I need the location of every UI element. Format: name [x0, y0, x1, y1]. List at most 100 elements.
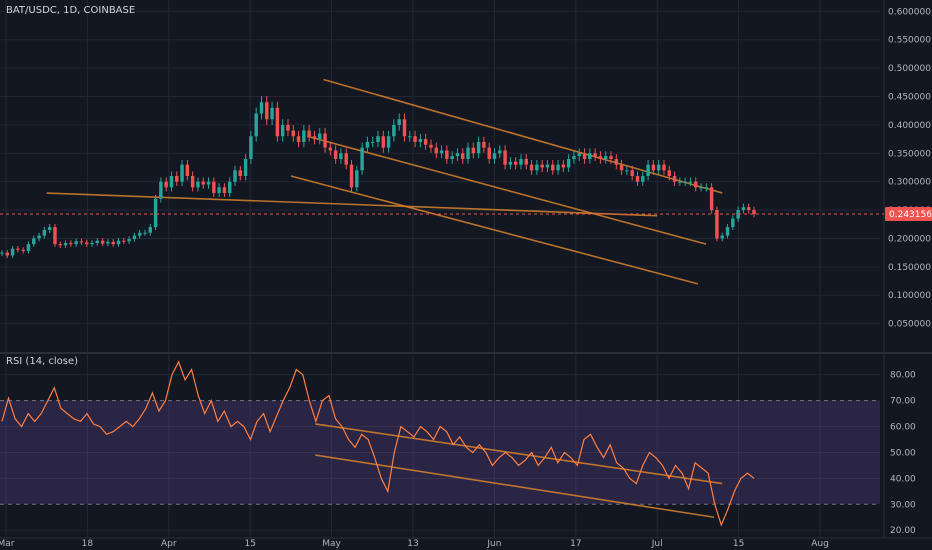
candle — [588, 148, 592, 164]
candle-body — [556, 164, 560, 171]
candle-body — [577, 153, 581, 157]
candle — [619, 159, 624, 175]
candle-body — [731, 218, 735, 228]
candle — [291, 125, 295, 142]
candle — [466, 142, 470, 164]
candle-body — [307, 130, 311, 137]
price-trendline-3[interactable] — [290, 175, 699, 285]
candle — [116, 237, 121, 247]
candle — [85, 239, 89, 247]
candle-body — [291, 130, 295, 137]
candle — [423, 133, 428, 150]
price-trendline-2[interactable] — [306, 135, 707, 245]
rsi-label: RSI (14, close) — [6, 356, 78, 367]
rsi-tick-label: 30.00 — [890, 500, 916, 510]
candle-body — [26, 244, 31, 251]
candle-body — [413, 136, 417, 142]
candle — [286, 119, 290, 137]
candle-body — [201, 181, 205, 185]
candle-body — [196, 181, 200, 188]
candle-body — [360, 147, 364, 171]
candle — [688, 177, 693, 186]
candle-body — [85, 242, 89, 245]
candle-body — [381, 136, 386, 148]
candle — [159, 177, 163, 203]
candle — [572, 151, 576, 164]
candle-body — [153, 198, 158, 228]
candle-body — [683, 181, 687, 183]
candle-body — [370, 141, 375, 143]
candle-body — [741, 207, 746, 211]
candle — [752, 206, 756, 218]
candle-body — [265, 102, 269, 120]
candle-body — [0, 252, 4, 254]
candle-body — [47, 227, 52, 230]
price-trendline-1[interactable] — [323, 78, 723, 194]
candle-body — [397, 119, 401, 125]
trendlines[interactable] — [46, 78, 723, 519]
candle — [397, 113, 401, 131]
candle — [53, 223, 57, 247]
candle-body — [646, 164, 650, 176]
candle — [254, 107, 258, 142]
price-trendline-0[interactable] — [46, 192, 658, 217]
candle — [137, 229, 142, 239]
candle-body — [270, 107, 274, 120]
candle-body — [312, 136, 317, 140]
candle-body — [508, 161, 513, 165]
candle — [185, 159, 190, 181]
rsi-tick-label: 40.00 — [890, 474, 916, 484]
candle — [280, 119, 285, 142]
candle-body — [323, 133, 327, 148]
candle — [492, 148, 497, 164]
candle — [672, 171, 677, 186]
candle — [614, 154, 619, 170]
candle-body — [302, 130, 306, 142]
candle-body — [503, 150, 507, 165]
candle — [582, 148, 587, 164]
candle — [471, 142, 476, 159]
candle-body — [461, 153, 465, 159]
rsi-trendline-0[interactable] — [315, 423, 723, 485]
candle — [26, 241, 31, 254]
candle — [196, 177, 200, 192]
candle-body — [524, 158, 529, 165]
candle-body — [355, 170, 359, 188]
candlesticks — [0, 95, 756, 258]
candle — [365, 136, 370, 153]
candle — [498, 145, 502, 159]
candle-body — [16, 248, 20, 250]
candle — [111, 239, 115, 247]
candle — [646, 159, 650, 181]
candle — [725, 223, 730, 239]
candle — [312, 130, 317, 145]
x-tick-label: May — [322, 539, 341, 549]
candle — [487, 142, 491, 164]
candle — [349, 159, 354, 192]
candle — [720, 232, 724, 242]
candle — [238, 165, 243, 181]
candle — [731, 215, 735, 231]
candle-body — [614, 158, 619, 165]
candle-body — [487, 147, 491, 159]
candle-body — [254, 113, 258, 137]
candle-body — [429, 144, 433, 148]
candle — [323, 127, 327, 153]
candle-body — [132, 235, 137, 240]
candle-body — [280, 124, 285, 137]
candle-body — [641, 176, 645, 182]
candle-body — [148, 227, 153, 233]
candle-body — [386, 136, 391, 148]
rsi-trendline-1[interactable] — [315, 454, 715, 519]
candle — [58, 241, 62, 248]
candle — [132, 232, 137, 242]
candle-body — [58, 244, 62, 246]
candle — [593, 148, 597, 162]
axes: Mar 18 Apr 15 May 13 Jun 17 Jul 15 Aug 0.600000 0.55… — [0, 7, 932, 549]
candle-body — [445, 150, 449, 159]
candle-body — [418, 139, 423, 142]
candle — [635, 171, 640, 186]
candle — [32, 235, 36, 247]
rsi-series — [1, 360, 755, 527]
